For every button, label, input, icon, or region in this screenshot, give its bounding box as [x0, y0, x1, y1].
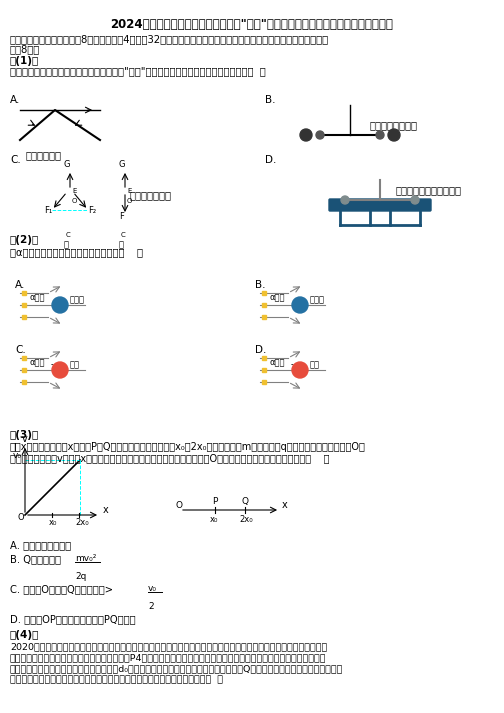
- Text: C. 粒子从O运动到Q的平均速度>: C. 粒子从O运动到Q的平均速度>: [10, 584, 113, 594]
- Text: -: -: [50, 361, 53, 369]
- Text: 第(4)题: 第(4)题: [10, 630, 39, 640]
- Text: x: x: [282, 500, 288, 510]
- Text: 乙: 乙: [118, 240, 123, 249]
- Bar: [22, 380, 26, 384]
- Bar: [262, 315, 266, 319]
- Text: 原子核: 原子核: [310, 295, 325, 304]
- Text: 2024届四川省巴中市高三下学期高考"零诊"理科综合全真演练物理试题（基础必刷）: 2024届四川省巴中市高三下学期高考"零诊"理科综合全真演练物理试题（基础必刷）: [110, 18, 394, 31]
- FancyBboxPatch shape: [329, 199, 431, 211]
- Text: Q: Q: [242, 497, 249, 506]
- Text: 在α粒子散射实验中，下列图景正确的是（    ）: 在α粒子散射实验中，下列图景正确的是（ ）: [10, 247, 143, 257]
- Text: 一、单项选择题（本题包含8小题，每小题4分，共32分。在每小题给出的四个选项中，只有一项是符合题目要求的）: 一、单项选择题（本题包含8小题，每小题4分，共32分。在每小题给出的四个选项中，…: [10, 34, 329, 44]
- Text: 第(1)题: 第(1)题: [10, 56, 39, 66]
- Text: 卡文迪许扭秤实验: 卡文迪许扭秤实验: [370, 120, 418, 130]
- Text: P: P: [212, 497, 217, 506]
- Text: v: v: [22, 434, 28, 444]
- Text: F₁: F₁: [44, 206, 52, 215]
- Text: 探究影响向心力大小因素: 探究影响向心力大小因素: [395, 185, 461, 195]
- Text: B.: B.: [265, 95, 276, 105]
- Text: α粒子: α粒子: [270, 358, 285, 367]
- Text: 的体积，空间存在直线面向里的磁感应强度为的匀强磁场，下列说法正确的是（  ）: 的体积，空间存在直线面向里的磁感应强度为的匀强磁场，下列说法正确的是（ ）: [10, 675, 223, 684]
- Text: 2x₀: 2x₀: [239, 515, 253, 524]
- Text: F: F: [119, 212, 124, 221]
- Circle shape: [52, 362, 68, 378]
- Text: α粒子: α粒子: [30, 358, 45, 367]
- Text: E: E: [72, 188, 77, 194]
- Text: A.: A.: [10, 95, 20, 105]
- Text: +: +: [49, 295, 55, 304]
- Text: C.: C.: [10, 155, 21, 165]
- Text: x₀: x₀: [210, 515, 218, 524]
- Text: v₀: v₀: [148, 584, 157, 593]
- Text: C: C: [66, 232, 71, 238]
- Text: x: x: [103, 505, 109, 515]
- Text: x₀: x₀: [49, 518, 57, 527]
- Text: +: +: [289, 295, 295, 304]
- Bar: [22, 303, 26, 307]
- Text: mv₀²: mv₀²: [75, 554, 96, 563]
- Text: B.: B.: [255, 280, 266, 290]
- Text: 模型：液面内有大量正、负离子，从直径为d₀的圆柱形容器左侧流入，左侧流出，左侧流量Q等于单位时间内通过过横截面的液体: 模型：液面内有大量正、负离子，从直径为d₀的圆柱形容器左侧流入，左侧流出，左侧流…: [10, 664, 343, 673]
- Text: 原子核: 原子核: [70, 295, 85, 304]
- Circle shape: [411, 196, 419, 204]
- Text: 电子: 电子: [70, 361, 80, 369]
- Text: D.: D.: [255, 345, 267, 355]
- Text: 甲: 甲: [64, 240, 69, 249]
- Text: C: C: [121, 232, 126, 238]
- Text: A.: A.: [15, 280, 25, 290]
- Text: C.: C.: [15, 345, 26, 355]
- Text: 共点力合成实验: 共点力合成实验: [130, 190, 172, 200]
- Text: G: G: [119, 160, 125, 169]
- Text: G: G: [64, 160, 70, 169]
- Circle shape: [316, 131, 324, 139]
- Text: 以下研究中所采用的最主要物理思维方法与"重心"概念的提出所采用的思维方法相同的是（  ）: 以下研究中所采用的最主要物理思维方法与"重心"概念的提出所采用的思维方法相同的是…: [10, 66, 266, 76]
- Text: D. 粒子在OP间的平均加速度比PQ间的小: D. 粒子在OP间的平均加速度比PQ间的小: [10, 614, 136, 624]
- Text: （共8题）: （共8题）: [10, 44, 40, 54]
- Text: O: O: [17, 513, 24, 522]
- Circle shape: [376, 131, 384, 139]
- Text: 2x₀: 2x₀: [75, 518, 89, 527]
- Text: E: E: [127, 188, 132, 194]
- Text: 一沿x轴分布的电场，x轴上有P、Q两点，其位置坐标分别为x₀、2x₀。一个质量为m、电荷量为q的带正电粒子从坐标原点O由: 一沿x轴分布的电场，x轴上有P、Q两点，其位置坐标分别为x₀、2x₀。一个质量为…: [10, 442, 366, 452]
- Text: D.: D.: [265, 155, 276, 165]
- Text: v₀: v₀: [13, 451, 22, 460]
- Text: -: -: [291, 361, 293, 369]
- Circle shape: [341, 196, 349, 204]
- Text: α粒子: α粒子: [30, 293, 45, 302]
- Text: 静止释放，其速度v随位置x的变化规律如图所示，粒子仅受电场力作用。设O点电势为零，则下列说法正确的是（    ）: 静止释放，其速度v随位置x的变化规律如图所示，粒子仅受电场力作用。设O点电势为零…: [10, 453, 330, 463]
- Bar: [262, 356, 266, 360]
- Text: 电子: 电子: [310, 361, 320, 369]
- Bar: [262, 368, 266, 372]
- Text: 2: 2: [148, 602, 154, 611]
- Circle shape: [292, 362, 308, 378]
- Text: 2020年爆发了新冠肺炎，该病毒传播能力非常强，因此研究新冠肺炎病毒标本的实验室必须全程都在无接触物理防护条件: 2020年爆发了新冠肺炎，该病毒传播能力非常强，因此研究新冠肺炎病毒标本的实验室…: [10, 642, 327, 651]
- Text: O: O: [127, 198, 133, 204]
- Bar: [262, 303, 266, 307]
- Circle shape: [52, 297, 68, 313]
- Bar: [262, 380, 266, 384]
- Text: 第(2)题: 第(2)题: [10, 235, 39, 245]
- Bar: [262, 291, 266, 295]
- Text: B. Q点的电势为: B. Q点的电势为: [10, 554, 61, 564]
- Text: 下操作，武汉病毒研究所是我国防护等级最高的P4实验室。在该实验室中有一种污水测量计。其原理可以简化为如图所示的: 下操作，武汉病毒研究所是我国防护等级最高的P4实验室。在该实验室中有一种污水测量…: [10, 653, 327, 662]
- Bar: [22, 356, 26, 360]
- Text: O: O: [72, 198, 78, 204]
- Bar: [22, 315, 26, 319]
- Text: F₂: F₂: [88, 206, 96, 215]
- Text: 第(3)题: 第(3)题: [10, 430, 39, 440]
- Bar: [22, 291, 26, 295]
- Text: 理想斜面实验: 理想斜面实验: [25, 150, 61, 160]
- Circle shape: [388, 129, 400, 141]
- Circle shape: [300, 129, 312, 141]
- Text: A. 该电场为匀强电场: A. 该电场为匀强电场: [10, 540, 71, 550]
- Text: O: O: [175, 501, 182, 510]
- Text: α粒子: α粒子: [270, 293, 285, 302]
- Bar: [22, 368, 26, 372]
- Text: 2q: 2q: [75, 572, 86, 581]
- Circle shape: [292, 297, 308, 313]
